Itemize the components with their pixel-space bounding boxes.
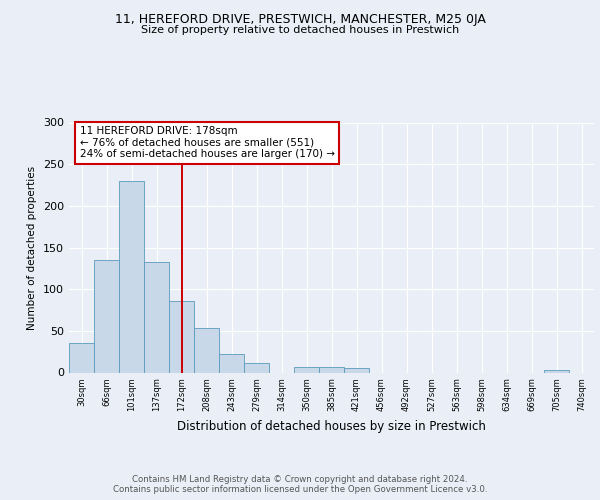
Bar <box>94 260 119 372</box>
Text: 11, HEREFORD DRIVE, PRESTWICH, MANCHESTER, M25 0JA: 11, HEREFORD DRIVE, PRESTWICH, MANCHESTE… <box>115 12 485 26</box>
Bar <box>544 370 569 372</box>
Bar <box>169 301 194 372</box>
Text: 11 HEREFORD DRIVE: 178sqm
← 76% of detached houses are smaller (551)
24% of semi: 11 HEREFORD DRIVE: 178sqm ← 76% of detac… <box>79 126 335 160</box>
Bar <box>69 344 94 372</box>
Bar <box>294 366 319 372</box>
Bar <box>244 362 269 372</box>
Text: Size of property relative to detached houses in Prestwich: Size of property relative to detached ho… <box>141 25 459 35</box>
Text: Contains HM Land Registry data © Crown copyright and database right 2024.
Contai: Contains HM Land Registry data © Crown c… <box>113 474 487 494</box>
Bar <box>119 181 144 372</box>
Bar <box>194 328 219 372</box>
Bar <box>144 262 169 372</box>
Y-axis label: Number of detached properties: Number of detached properties <box>28 166 37 330</box>
Bar <box>344 368 369 372</box>
X-axis label: Distribution of detached houses by size in Prestwich: Distribution of detached houses by size … <box>177 420 486 432</box>
Bar <box>219 354 244 372</box>
Bar <box>319 366 344 372</box>
